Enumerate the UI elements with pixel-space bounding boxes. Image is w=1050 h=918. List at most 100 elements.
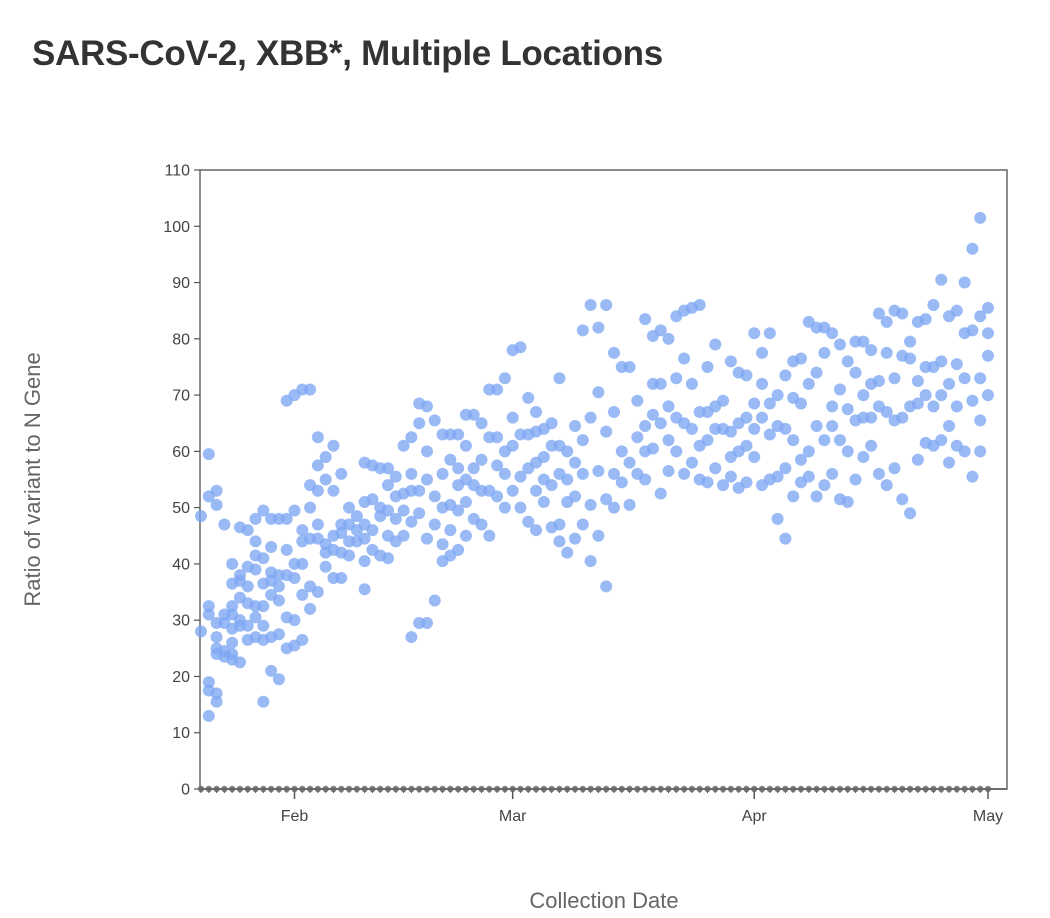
data-point	[982, 389, 994, 402]
data-point	[257, 504, 270, 517]
data-point	[233, 656, 246, 669]
data-point	[498, 372, 511, 385]
zero-point	[548, 785, 555, 793]
zero-point	[875, 785, 883, 793]
data-point	[467, 462, 480, 475]
data-point	[748, 397, 761, 410]
data-point	[623, 360, 636, 373]
data-point	[678, 352, 691, 365]
data-point	[257, 695, 270, 708]
data-point	[335, 571, 348, 584]
data-point	[639, 313, 652, 326]
data-point	[982, 327, 994, 340]
data-point	[771, 389, 784, 402]
zero-point	[392, 785, 400, 793]
zero-point	[867, 785, 875, 793]
zero-point	[704, 785, 711, 793]
data-point	[685, 456, 698, 469]
data-point	[654, 324, 667, 337]
data-point	[397, 439, 410, 452]
data-point	[288, 571, 301, 584]
data-point	[428, 518, 441, 531]
data-point	[389, 470, 402, 483]
data-point	[311, 586, 324, 599]
data-point	[865, 439, 878, 452]
data-point	[327, 439, 340, 452]
zero-point	[953, 785, 961, 793]
data-point	[646, 408, 659, 421]
zero-point	[571, 785, 579, 793]
data-point	[202, 608, 215, 621]
data-point	[888, 462, 901, 475]
data-point	[896, 411, 909, 424]
data-point	[475, 518, 488, 531]
data-point	[569, 490, 582, 503]
data-point	[771, 470, 784, 483]
data-point	[272, 628, 285, 641]
data-point	[311, 431, 324, 444]
data-point	[265, 541, 278, 554]
data-point	[530, 405, 543, 418]
data-point	[685, 377, 698, 390]
y-tick-label: 30	[172, 613, 190, 630]
zero-point	[743, 785, 750, 793]
data-point	[265, 664, 278, 677]
data-point	[241, 580, 254, 593]
data-point	[810, 420, 823, 433]
data-point	[740, 411, 753, 424]
data-point	[210, 695, 223, 708]
data-point	[498, 467, 511, 480]
data-point	[304, 383, 317, 396]
zero-point	[454, 785, 462, 793]
x-axis-title: Collection Date	[529, 888, 678, 913]
y-tick-label: 50	[172, 500, 190, 517]
zero-point	[408, 785, 415, 793]
data-point	[272, 580, 285, 593]
data-point	[537, 450, 550, 463]
zero-point	[906, 785, 914, 793]
zero-point	[782, 785, 789, 793]
data-point	[327, 484, 340, 497]
data-point	[709, 462, 722, 475]
zero-point	[930, 785, 937, 793]
zero-point	[299, 785, 306, 793]
data-point	[763, 428, 776, 441]
zero-point	[501, 785, 509, 793]
data-point	[553, 535, 566, 548]
data-point	[826, 467, 839, 480]
data-point	[935, 355, 948, 368]
zero-point	[486, 785, 493, 793]
data-point	[561, 445, 574, 458]
data-point	[452, 543, 465, 556]
data-point	[779, 532, 792, 545]
data-point	[639, 420, 652, 433]
data-point	[911, 375, 924, 388]
data-point	[335, 526, 348, 539]
data-point	[296, 524, 309, 537]
zero-point	[938, 785, 945, 793]
x-axis: Feb Mar Apr May	[200, 788, 1007, 825]
zero-point	[556, 785, 563, 793]
zero-point	[945, 785, 953, 793]
data-point	[662, 332, 675, 345]
data-point	[491, 383, 504, 396]
data-point	[569, 532, 582, 545]
zero-point	[236, 785, 244, 793]
zero-point	[665, 785, 672, 793]
data-point	[382, 504, 395, 517]
zero-point	[509, 785, 516, 793]
data-point	[693, 299, 706, 312]
data-points	[195, 211, 994, 722]
data-point	[958, 372, 971, 385]
zero-point	[338, 785, 345, 793]
zero-point	[283, 785, 290, 793]
data-point	[740, 439, 753, 452]
data-point	[444, 453, 457, 466]
data-point	[413, 484, 426, 497]
data-point	[865, 411, 878, 424]
zero-point	[649, 785, 657, 793]
data-point	[600, 580, 613, 593]
data-point	[670, 445, 683, 458]
y-tick-label: 40	[172, 556, 190, 573]
data-point	[826, 327, 839, 340]
